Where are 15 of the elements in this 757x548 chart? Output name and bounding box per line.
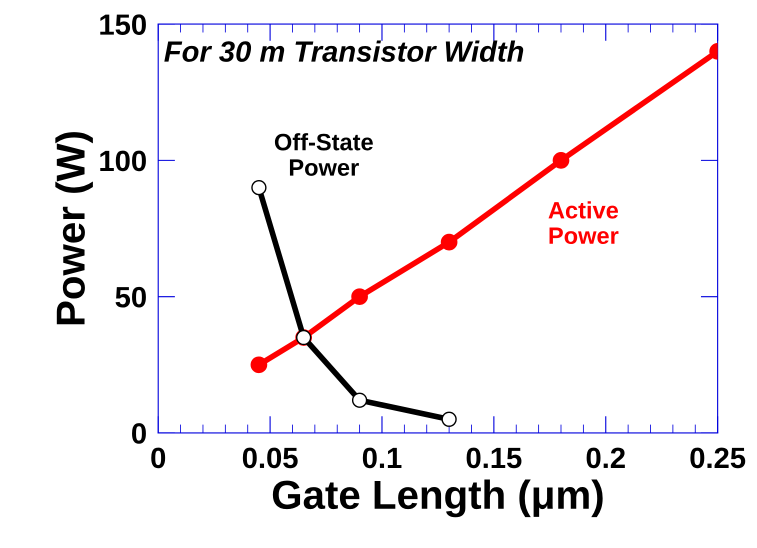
x-tick-label: 0.1 [362, 448, 402, 468]
y-tick-label: 150 [100, 14, 146, 35]
x-tick-label: 0.05 [242, 448, 298, 468]
y-tick-label: 50 [116, 286, 146, 308]
y-axis-title: Power (W) [55, 132, 93, 324]
x-tick-label: 0.25 [690, 448, 746, 468]
y-tick-label: 0 [132, 423, 146, 444]
y-tick-label: 100 [100, 150, 146, 172]
x-tick-label: 0.2 [586, 448, 625, 468]
x-tick-label: 0 [151, 448, 166, 468]
series-label: Off-State Power [274, 133, 373, 176]
x-axis-title: Gate Length (μm) [272, 480, 603, 518]
x-tick-label: 0.15 [466, 448, 522, 468]
chart-title: For 30 m Transistor Width [164, 40, 524, 62]
series-label: Active Power [548, 201, 618, 244]
